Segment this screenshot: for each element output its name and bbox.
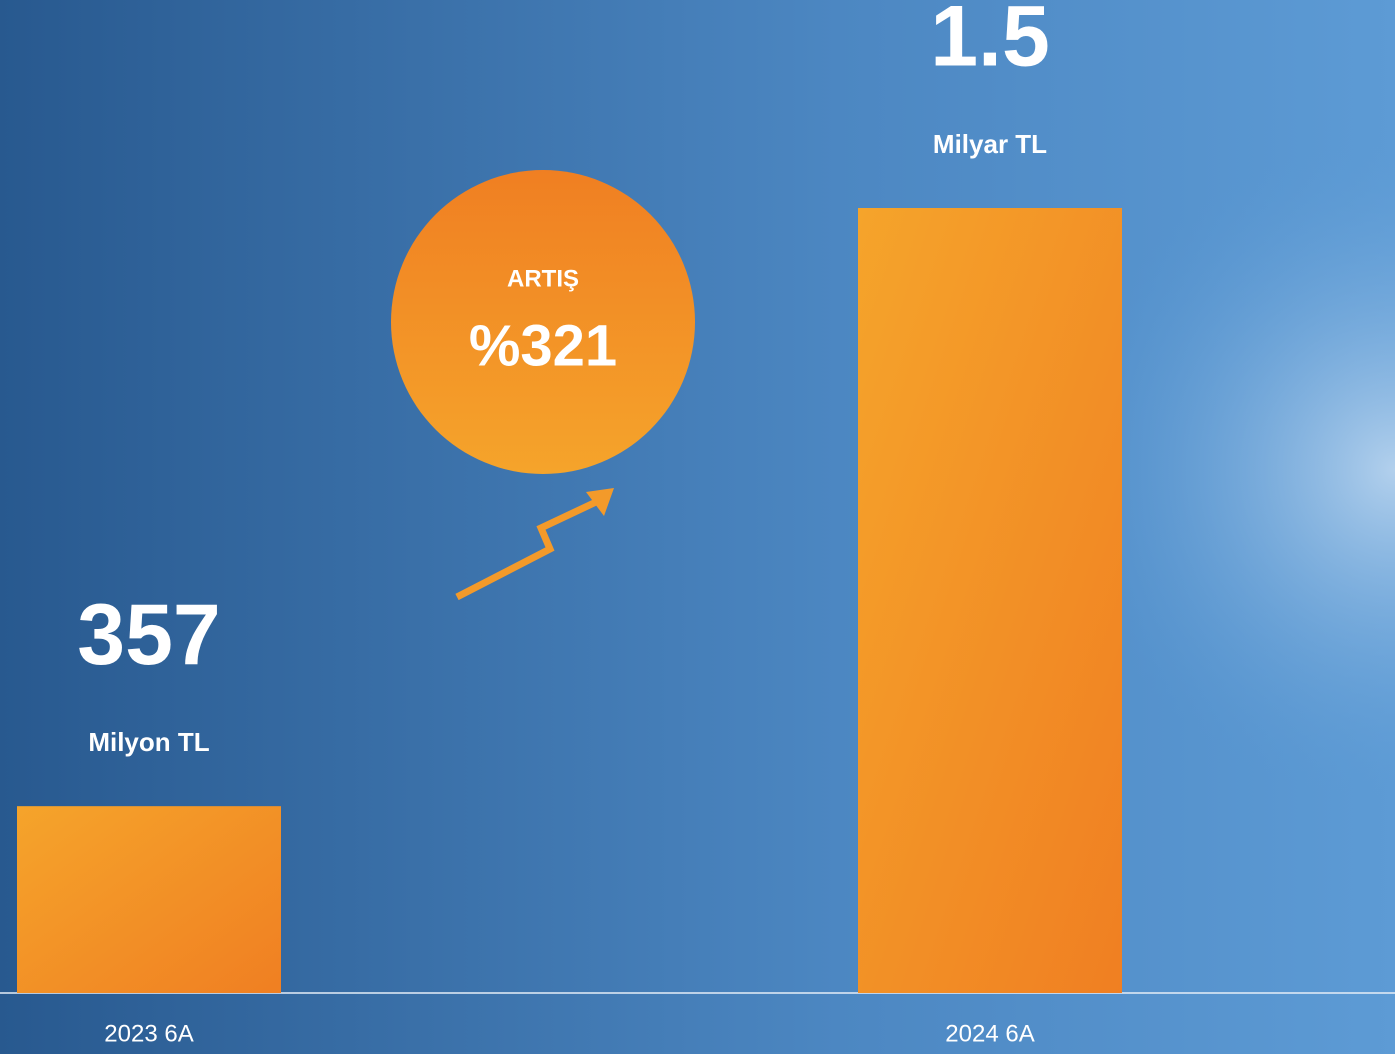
annotation-label: ARTIŞ	[507, 265, 579, 292]
value-unit: Milyar TL	[933, 129, 1047, 159]
value-label: 1.5	[930, 0, 1050, 85]
trend-arrow	[455, 498, 598, 601]
value-unit: Milyon TL	[88, 727, 209, 757]
increase-badge	[391, 170, 695, 474]
bar	[858, 208, 1122, 993]
bar	[17, 806, 281, 993]
x-tick-label: 2024 6A	[945, 1020, 1034, 1047]
trend-arrow-head	[586, 488, 614, 516]
annotation-value: %321	[469, 313, 617, 378]
value-label: 357	[77, 587, 221, 683]
x-tick-label: 2023 6A	[104, 1020, 193, 1047]
